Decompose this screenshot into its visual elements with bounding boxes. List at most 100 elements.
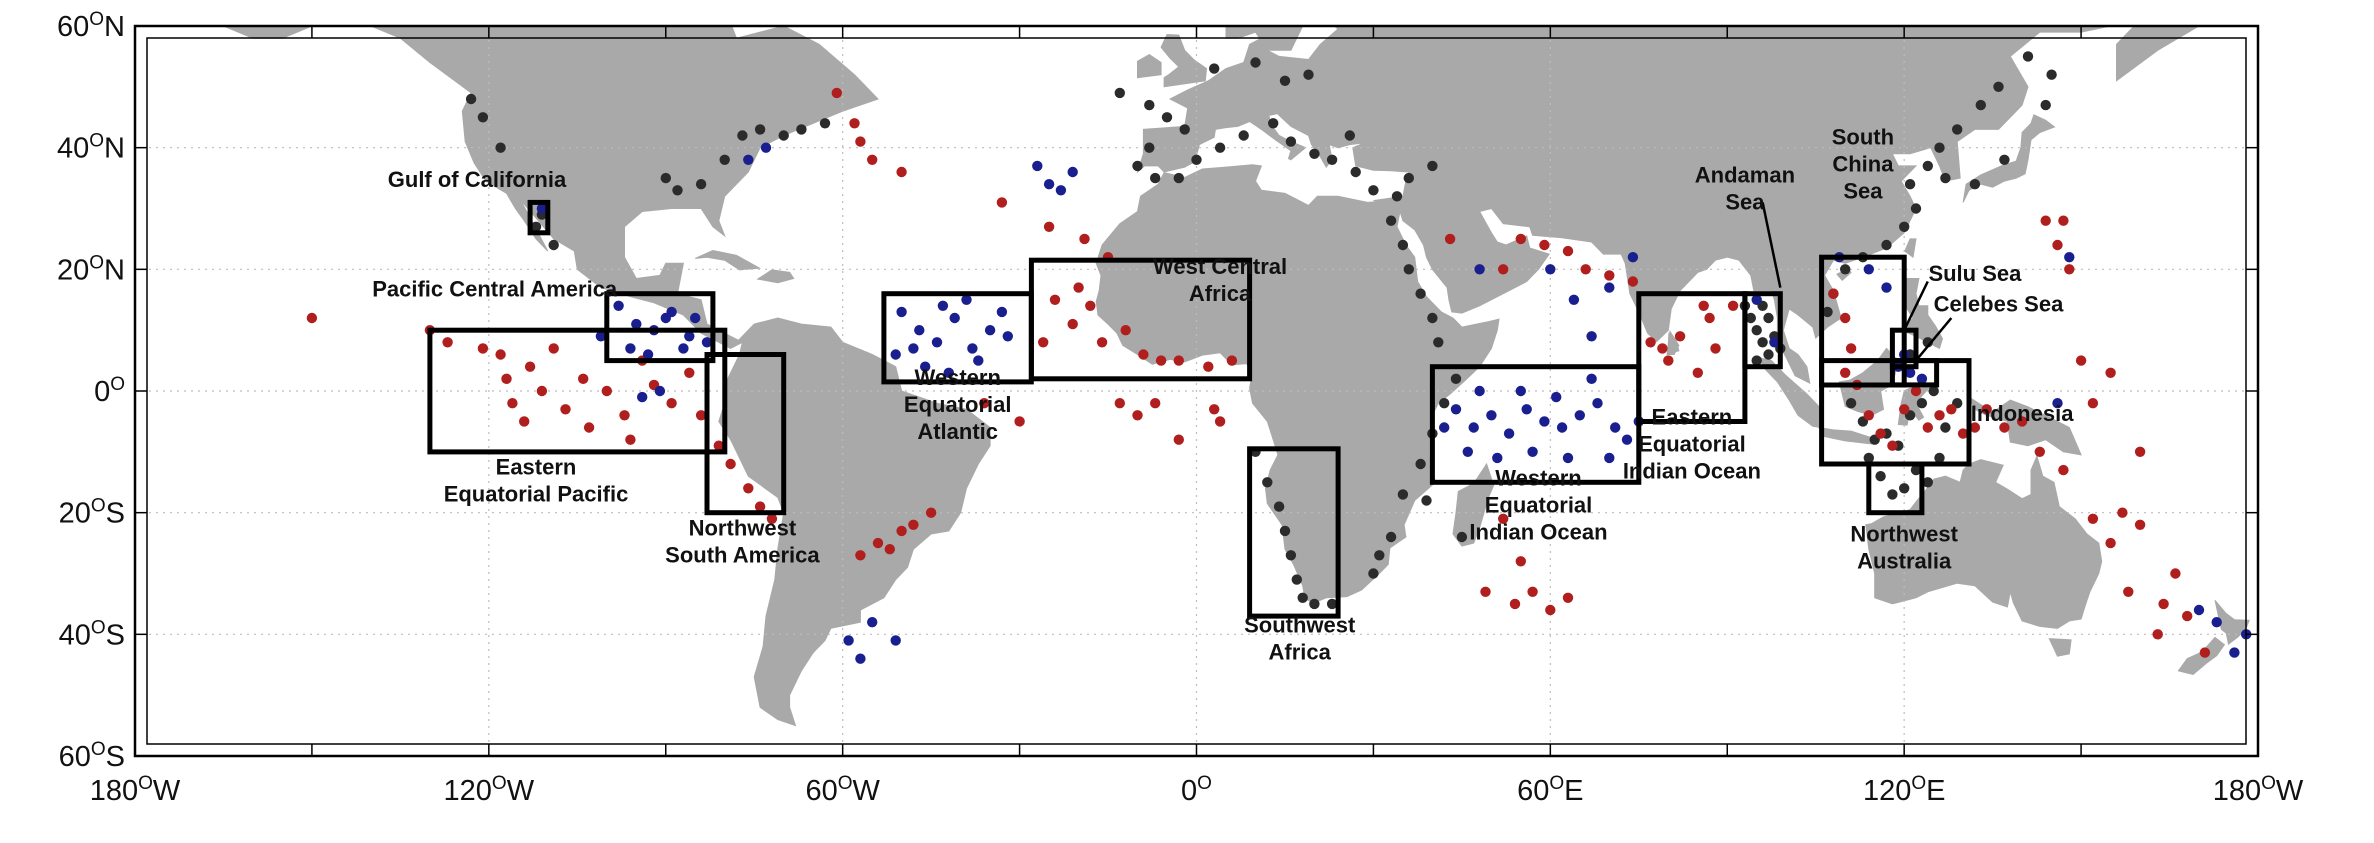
- site-marker-blue: [843, 635, 854, 646]
- site-marker-red: [578, 373, 589, 384]
- region-box: [1742, 291, 1783, 370]
- site-marker-red: [1999, 422, 2010, 433]
- site-marker-red: [2034, 446, 2046, 457]
- region-box: [704, 352, 787, 516]
- site-marker-red: [1509, 598, 1521, 610]
- site-marker-black: [1840, 264, 1851, 275]
- site-marker-blue: [2211, 617, 2222, 628]
- site-marker-red: [2052, 239, 2063, 251]
- site-markers: [306, 51, 2252, 664]
- site-marker-red: [2105, 537, 2116, 549]
- site-marker-red: [896, 525, 907, 537]
- site-marker-red: [1710, 343, 1721, 354]
- site-marker-black: [1344, 130, 1356, 141]
- site-marker-blue: [1002, 331, 1013, 342]
- site-marker-blue: [1503, 428, 1515, 439]
- site-marker-black: [1297, 592, 1308, 603]
- site-marker-black: [1132, 160, 1143, 172]
- site-marker-black: [1757, 337, 1768, 348]
- site-marker-blue: [660, 312, 671, 324]
- region-label: Indian Ocean: [1469, 519, 1607, 544]
- site-marker-black: [1916, 398, 1928, 409]
- site-marker-red: [619, 410, 630, 421]
- site-marker-red: [1049, 294, 1061, 305]
- lon-tick-label: 120OE: [1863, 773, 1946, 807]
- site-marker-blue: [1043, 179, 1055, 190]
- site-marker-blue: [760, 142, 772, 153]
- site-marker-blue: [1067, 166, 1078, 178]
- site-marker-black: [1934, 452, 1945, 464]
- site-marker-black: [1928, 385, 1939, 397]
- site-marker-black: [1822, 306, 1833, 318]
- site-marker-red: [1840, 367, 1851, 378]
- site-marker-red: [625, 434, 636, 445]
- label-leader-line: [1914, 317, 1953, 362]
- site-marker-blue: [743, 154, 754, 165]
- site-marker-red: [2117, 507, 2128, 518]
- site-marker-red: [896, 166, 907, 178]
- site-marker-black: [1940, 172, 1951, 184]
- site-marker-red: [1698, 300, 1709, 311]
- site-marker-blue: [2229, 647, 2240, 658]
- site-marker-black: [1368, 185, 1379, 196]
- site-marker-blue: [1904, 367, 1916, 378]
- site-marker-blue: [1032, 160, 1043, 172]
- region-label: Equatorial Pacific: [444, 482, 629, 507]
- site-marker-red: [1043, 221, 1055, 232]
- region-label: Indian Ocean: [1623, 459, 1761, 484]
- landmass-australia: [1865, 454, 2103, 629]
- site-marker-red: [996, 197, 1008, 208]
- site-marker-black: [1751, 355, 1762, 366]
- site-marker-black: [1326, 154, 1338, 165]
- site-marker-black: [1114, 87, 1126, 99]
- site-marker-blue: [855, 653, 866, 664]
- site-marker-red: [1096, 337, 1108, 348]
- lon-tick-label: 60OW: [805, 773, 880, 807]
- landmass-greenland: [871, 26, 938, 27]
- region-labels: Gulf of California Pacific Central Americ…: [372, 125, 2074, 665]
- region-label: South America: [665, 542, 820, 567]
- site-marker-red: [524, 361, 536, 372]
- site-marker-red: [1910, 385, 1922, 397]
- site-marker-black: [1161, 112, 1173, 123]
- region-box: [1819, 254, 1907, 388]
- region-label: China: [1832, 152, 1894, 177]
- site-marker-red: [1981, 404, 1992, 415]
- site-marker-red: [1545, 604, 1556, 616]
- site-marker-black: [1999, 154, 2010, 165]
- site-marker-red: [1663, 355, 1674, 366]
- site-marker-black: [1875, 471, 1886, 482]
- site-marker-red: [2170, 568, 2181, 579]
- site-marker-red: [2152, 629, 2163, 640]
- region-boxes: [427, 199, 1972, 619]
- site-marker-blue: [631, 318, 642, 330]
- site-marker-blue: [908, 343, 919, 354]
- site-marker-black: [1291, 574, 1303, 585]
- site-marker-black: [548, 239, 559, 251]
- site-marker-black: [495, 142, 506, 153]
- site-marker-black: [778, 130, 789, 141]
- site-marker-red: [2158, 598, 2169, 610]
- site-marker-blue: [1551, 391, 1562, 403]
- site-marker-red: [1562, 592, 1574, 603]
- site-marker-black: [1179, 124, 1190, 135]
- landmass-cuba: [694, 249, 762, 271]
- site-marker-blue: [984, 325, 996, 336]
- site-marker-blue: [890, 635, 901, 646]
- site-marker-black: [1374, 550, 1385, 561]
- site-marker-blue: [2064, 252, 2075, 263]
- site-marker-red: [2064, 264, 2075, 275]
- site-marker-red: [2075, 355, 2087, 366]
- site-marker-blue: [678, 343, 689, 354]
- site-marker-red: [1969, 422, 1981, 433]
- site-marker-red: [1828, 288, 1839, 299]
- site-marker-blue: [701, 337, 713, 348]
- site-marker-red: [536, 385, 548, 397]
- site-marker-blue: [642, 349, 654, 360]
- landmass-north-america: [222, 26, 879, 349]
- lon-tick-label: 0O: [1181, 773, 1212, 807]
- region-label: Atlantic: [917, 419, 998, 444]
- site-marker-black: [1904, 179, 1916, 190]
- site-marker-black: [1385, 215, 1397, 226]
